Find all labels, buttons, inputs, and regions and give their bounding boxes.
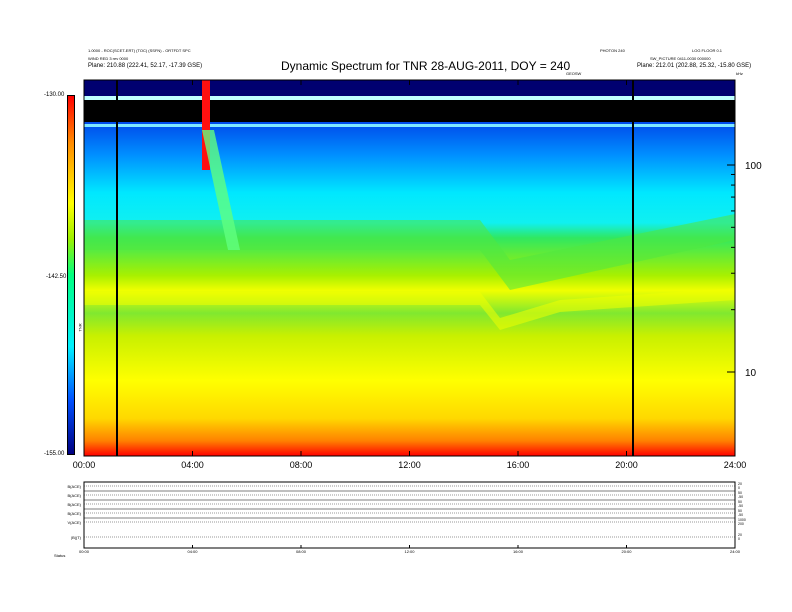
panel-right-tick: -50 <box>738 504 743 508</box>
x-tick-label: 12:00 <box>398 460 421 470</box>
meta-right-3-label: Plane: <box>637 63 655 69</box>
panel-right-tick: -50 <box>738 513 743 517</box>
y-axis-ticks: 10 100 <box>727 102 762 379</box>
panel-label: B(ACE) <box>67 502 81 507</box>
spectrogram-red-burst <box>202 80 210 170</box>
spectrogram-black-band <box>84 100 735 122</box>
x-tick-label: 24:00 <box>724 460 747 470</box>
meta-left-3: Plane: 210.88 (222.41, 52.17, -17.39 GSE… <box>88 63 202 69</box>
panel-label: B(ACE) <box>67 484 81 489</box>
meta-left-2: WIND RED 3 rev 0000 <box>88 56 129 61</box>
x-tick-label: 04:00 <box>181 460 204 470</box>
lower-x-tick-label: 24:00 <box>730 549 741 554</box>
meta-left-3-label: Plane: <box>88 63 106 69</box>
panel-right-tick: 20 <box>738 533 742 537</box>
colorbar-bottom-label: -155.00 <box>44 451 65 457</box>
meta-left-3-value: 210.88 (222.41, 52.17, -17.39 GSE) <box>106 63 203 69</box>
lower-x-tick-label: 20:00 <box>621 549 632 554</box>
spectrogram-green-edge <box>84 214 735 290</box>
panel-right-tick: 20 <box>738 482 742 486</box>
lower-panels-frame <box>83 481 736 549</box>
lower-x-tick-label: 00:00 <box>79 549 90 554</box>
meta-right-3: Plane: 212.01 (202.88, 25.32, -15.80 GSE… <box>637 63 751 69</box>
y-tick-label: 100 <box>745 161 762 172</box>
panel-right-tick: 200 <box>738 522 744 526</box>
status-label: Status <box>54 553 66 558</box>
spectrogram-white-band-1 <box>84 96 735 100</box>
x-tick-label: 20:00 <box>615 460 638 470</box>
lower-x-tick-label: 08:00 <box>296 549 307 554</box>
spectrogram-top-dark-band <box>84 80 735 96</box>
lower-x-axis-ticks: 00:00 04:00 08:00 12:00 16:00 20:00 24:00 <box>79 545 741 554</box>
panel-right-tick: 50 <box>738 491 742 495</box>
panel-right-tick: 1000 <box>738 518 746 522</box>
spectrogram-background <box>84 80 735 456</box>
lower-x-tick-label: 04:00 <box>187 549 198 554</box>
chart-title: Dynamic Spectrum for TNR 28-AUG-2011, DO… <box>281 59 571 73</box>
meta-right-3-value: 212.01 (202.88, 25.32, -15.80 GSE) <box>655 63 752 69</box>
lower-x-tick-label: 12:00 <box>404 549 415 554</box>
x-axis-ticks: 00:00 04:00 08:00 12:00 16:00 20:00 24:00 <box>73 80 747 470</box>
y-tick-label: 10 <box>745 368 757 379</box>
panel-label: |B|(T) <box>71 535 82 540</box>
colorbar-top-label: -130.00 <box>44 92 65 98</box>
panel-label: B(ACE) <box>67 511 81 516</box>
panel-right-tick: 0 <box>738 486 740 490</box>
panel-right-tick: -50 <box>738 495 743 499</box>
x-tick-label: 08:00 <box>290 460 313 470</box>
panel-label: V(ACE) <box>67 520 81 525</box>
panel-label: B(ACE) <box>67 493 81 498</box>
panel-corner-label: kHz <box>736 71 743 76</box>
panel-right-tick: 0 <box>738 537 740 541</box>
meta-right-top-1: PHOTON 240 <box>600 48 625 53</box>
meta-right-2: SW_PICTURE 0411-0030 000000 <box>650 56 711 61</box>
spectrogram-burst-tail <box>202 130 240 250</box>
meta-right-top-2: LOG FLOOR 0.1 <box>692 48 723 53</box>
spectrogram-yellow-ridge <box>84 288 735 330</box>
center-marker: GEOSW <box>566 71 582 76</box>
colorbar-mid-label: -142.50 <box>46 274 67 280</box>
panel-right-tick: 50 <box>738 500 742 504</box>
x-tick-label: 00:00 <box>73 460 96 470</box>
panel-right-tick: 50 <box>738 509 742 513</box>
x-tick-label: 16:00 <box>507 460 530 470</box>
lower-x-tick-label: 16:00 <box>513 549 524 554</box>
spectrogram-white-band-2 <box>84 124 735 127</box>
meta-left-1: 1.0000 - ROC(SCET-ERT) (TOC) (SSFN) - OR… <box>88 48 191 53</box>
colorbar <box>67 95 75 455</box>
